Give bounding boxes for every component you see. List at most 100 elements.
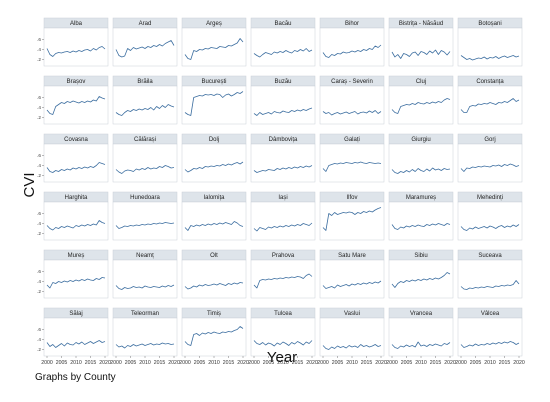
x-tick-label: 2000 — [248, 360, 260, 366]
county-title: Bistrița - Năsăud — [399, 21, 443, 27]
plot-area — [319, 85, 385, 125]
county-title: Caraș - Severin — [331, 79, 373, 85]
x-tick-label: 2010 — [277, 360, 289, 366]
county-title: Sălaj — [69, 311, 82, 317]
plot-area — [112, 317, 178, 357]
x-tick-label: 2005 — [263, 360, 275, 366]
panel-olt: Olt — [181, 249, 247, 299]
series-line-ilfov — [322, 207, 382, 231]
county-title: Olt — [210, 253, 218, 259]
county-title: Gorj — [484, 137, 495, 143]
series-line-valcea — [460, 341, 520, 348]
series-line-dambovita — [253, 165, 313, 173]
panel-vrancea: Vrancea 2000 2005 2010 2015 2020 — [386, 307, 456, 366]
series-line-teleorman — [115, 342, 175, 349]
plot-area — [388, 201, 454, 241]
y-tick-label: .6 — [37, 37, 41, 42]
county-title: Bihor — [345, 21, 359, 27]
plot-area — [250, 85, 316, 125]
x-tick-label: 2015 — [223, 360, 235, 366]
x-tick-label: 2010 — [208, 360, 220, 366]
x-tick-label: 2015 — [430, 360, 442, 366]
county-title: Iași — [278, 195, 287, 201]
series-line-bistrita-nasaud — [391, 49, 451, 59]
panel-buzau: Buzău — [250, 75, 316, 125]
plot-area — [250, 201, 316, 241]
plot-area — [112, 85, 178, 125]
county-title: Botoșani — [478, 21, 501, 27]
series-line-galati — [322, 161, 382, 172]
plot-area — [457, 259, 523, 299]
county-title: Brașov — [67, 79, 86, 85]
series-line-olt — [184, 282, 244, 290]
series-line-vrancea — [391, 341, 451, 349]
panel-calarasi: Călărași — [112, 133, 178, 183]
county-title: Mureș — [68, 253, 85, 259]
x-tick-label: 2020 — [444, 360, 456, 366]
county-title: Tulcea — [274, 311, 292, 317]
series-line-arges — [184, 38, 244, 60]
county-title: Suceava — [478, 253, 502, 259]
x-tick-label: 2000 — [455, 360, 467, 366]
x-tick-label: 2020 — [237, 360, 249, 366]
panel-iasi: Iași — [250, 191, 316, 241]
county-title: Prahova — [272, 253, 295, 259]
x-tick-label: 2020 — [168, 360, 180, 366]
plot-area — [43, 201, 109, 241]
county-title: Sibiu — [414, 253, 427, 259]
series-line-bacau — [253, 48, 313, 58]
x-tick-label: 2005 — [56, 360, 68, 366]
panel-grid: Alba .2 .4 .6 Arad Argeș Bacău Bihor Bistrița - … — [37, 17, 525, 366]
series-line-arad — [115, 40, 175, 58]
county-title: Maramureș — [406, 195, 436, 201]
county-title: Alba — [70, 21, 83, 27]
panel-timis: Timiș 2000 2005 2010 2015 2020 — [179, 307, 249, 366]
panel-valcea: Vâlcea 2000 2005 2010 2015 2020 — [455, 307, 525, 366]
series-line-caras-severin — [322, 110, 382, 116]
y-tick-label: .4 — [37, 337, 41, 342]
county-title: Vrancea — [410, 311, 433, 317]
series-line-satu-mare — [322, 280, 382, 289]
series-line-braila — [115, 104, 175, 116]
y-tick-label: .2 — [37, 231, 41, 236]
plot-area — [457, 143, 523, 183]
series-line-covasna — [46, 162, 106, 173]
series-line-gorj — [460, 163, 520, 172]
series-line-bucuresti — [184, 91, 244, 116]
county-title: Vaslui — [344, 311, 360, 317]
series-line-timis — [184, 326, 244, 346]
x-tick-label: 2005 — [332, 360, 344, 366]
plot-area — [181, 201, 247, 241]
y-tick-label: .4 — [37, 221, 41, 226]
panel-botosani: Botoșani — [457, 17, 523, 67]
series-line-alba — [46, 46, 106, 57]
plot-area — [181, 85, 247, 125]
panel-maramures: Maramureș — [388, 191, 454, 241]
panel-satu-mare: Satu Mare — [319, 249, 385, 299]
y-tick-label: .4 — [37, 163, 41, 168]
series-line-dolj — [184, 161, 244, 173]
county-title: Harghita — [65, 195, 88, 201]
series-line-harghita — [46, 220, 106, 231]
panel-teleorman: Teleorman 2000 2005 2010 2015 2020 — [110, 307, 180, 366]
series-line-calarasi — [115, 165, 175, 174]
series-line-constanta — [460, 98, 520, 113]
panel-suceava: Suceava — [457, 249, 523, 299]
county-title: Giurgiu — [411, 137, 430, 143]
y-tick-label: .6 — [37, 269, 41, 274]
y-tick-label: .2 — [37, 289, 41, 294]
y-axis-title: CVI — [21, 172, 38, 197]
y-tick-label: .2 — [37, 115, 41, 120]
series-line-ialomita — [184, 221, 244, 231]
panel-dambovita: Dâmbovița — [250, 133, 316, 183]
plot-area — [388, 259, 454, 299]
y-tick-label: .2 — [37, 173, 41, 178]
y-tick-label: .2 — [37, 347, 41, 352]
county-title: Călărași — [134, 137, 156, 143]
panel-sibiu: Sibiu — [388, 249, 454, 299]
plot-area — [319, 317, 385, 357]
plot-area — [43, 27, 109, 67]
series-line-iasi — [253, 222, 313, 232]
series-line-mures — [46, 277, 106, 289]
